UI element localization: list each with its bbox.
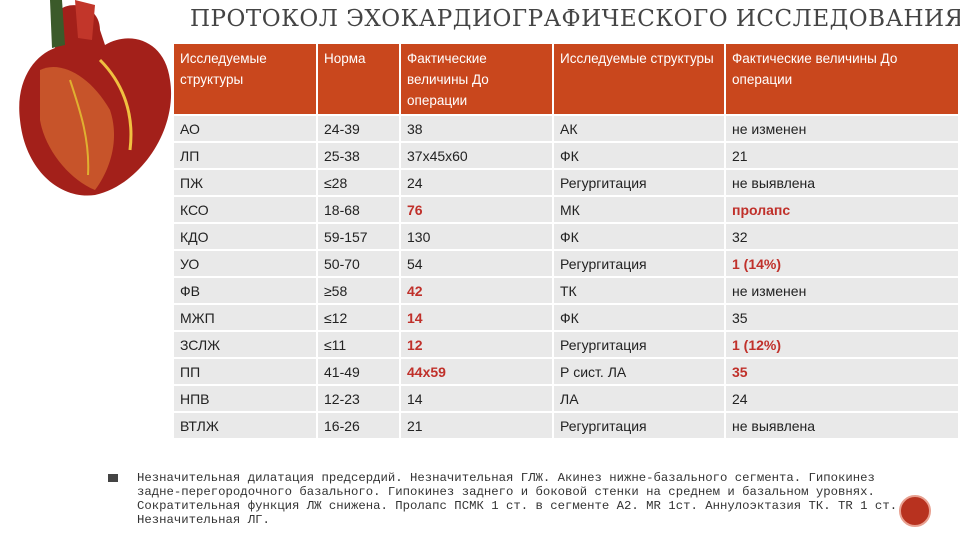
table-row: ВТЛЖ 16-26 21 Регургитация не выявлена	[172, 411, 960, 440]
table-cell: 76	[399, 195, 554, 224]
table-cell: ФК	[552, 222, 726, 251]
table-cell: ЛП	[172, 141, 318, 170]
table-cell: 50-70	[316, 249, 401, 278]
table-cell: Регургитация	[552, 168, 726, 197]
header-cell: Фактические величины До операции	[724, 42, 960, 116]
table-cell: 25-38	[316, 141, 401, 170]
table-cell: 59-157	[316, 222, 401, 251]
table-cell: не изменен	[724, 114, 960, 143]
table-row: ФВ ≥58 42 ТК не изменен	[172, 276, 960, 305]
table-cell: 38	[399, 114, 554, 143]
table-cell: Регургитация	[552, 249, 726, 278]
table-cell: 24	[724, 384, 960, 413]
table-cell: 14	[399, 303, 554, 332]
table-cell: 54	[399, 249, 554, 278]
table-cell: ≥58	[316, 276, 401, 305]
table-row: КСО 18-68 76 МК пролапс	[172, 195, 960, 224]
table-cell: ФВ	[172, 276, 318, 305]
table-cell: 130	[399, 222, 554, 251]
table-cell: Регургитация	[552, 330, 726, 359]
table-cell: 12-23	[316, 384, 401, 413]
title: ПРОТОКОЛ ЭХОКАРДИОГРАФИЧЕСКОГО ИССЛЕДОВА…	[190, 6, 960, 32]
table-cell: КСО	[172, 195, 318, 224]
table-cell: не выявлена	[724, 168, 960, 197]
header-cell: Исследуемые структуры	[172, 42, 318, 116]
table-cell: ТК	[552, 276, 726, 305]
table-cell: не изменен	[724, 276, 960, 305]
table-cell: 1 (14%)	[724, 249, 960, 278]
table-row: ПЖ ≤28 24 Регургитация не выявлена	[172, 168, 960, 197]
table-cell: 16-26	[316, 411, 401, 440]
table-cell: ЗСЛЖ	[172, 330, 318, 359]
table-cell: 44х59	[399, 357, 554, 386]
bullet	[108, 474, 118, 482]
table-cell: ≤12	[316, 303, 401, 332]
table-cell: 21	[724, 141, 960, 170]
table-cell: 21	[399, 411, 554, 440]
table-row: ЛП 25-38 37х45х60 ФК 21	[172, 141, 960, 170]
header-row: Исследуемые структуры Норма Фактические ве…	[172, 42, 960, 116]
page-badge	[899, 495, 931, 527]
header-cell: Исследуемые структуры	[552, 42, 726, 116]
table-cell: АК	[552, 114, 726, 143]
table-cell: 35	[724, 303, 960, 332]
table-cell: НПВ	[172, 384, 318, 413]
table-row: ЗСЛЖ ≤11 12 Регургитация 1 (12%)	[172, 330, 960, 359]
table-cell: ПП	[172, 357, 318, 386]
table-cell: ≤28	[316, 168, 401, 197]
table-row: УО 50-70 54 Регургитация 1 (14%)	[172, 249, 960, 278]
table-cell: ≤11	[316, 330, 401, 359]
table-cell: 18-68	[316, 195, 401, 224]
table-row: НПВ 12-23 14 ЛА 24	[172, 384, 960, 413]
heart-image	[19, 0, 172, 196]
table-row: АО 24-39 38 АК не изменен	[172, 114, 960, 143]
note-line: Незначительная ЛГ.	[137, 513, 270, 527]
protocol-table: Исследуемые структуры Норма Фактические ве…	[172, 42, 960, 440]
table-cell: МЖП	[172, 303, 318, 332]
note: Незначительная дилатация предсердий. Нез…	[137, 471, 897, 527]
table-cell: 35	[724, 357, 960, 386]
table-cell: не выявлена	[724, 411, 960, 440]
table-cell: КДО	[172, 222, 318, 251]
table-cell: 24-39	[316, 114, 401, 143]
table-cell: 32	[724, 222, 960, 251]
table-row: МЖП ≤12 14 ФК 35	[172, 303, 960, 332]
note-line: задне-перегородочного базального. Гипоки…	[137, 485, 875, 499]
table-cell: 41-49	[316, 357, 401, 386]
table-cell: 42	[399, 276, 554, 305]
table-cell: УО	[172, 249, 318, 278]
table-cell: Р сист. ЛА	[552, 357, 726, 386]
note-line: Сократительная функция ЛЖ снижена. Прола…	[137, 499, 898, 513]
table-cell: ФК	[552, 303, 726, 332]
table-cell: пролапс	[724, 195, 960, 224]
table-cell: ЛА	[552, 384, 726, 413]
table-row: КДО 59-157 130 ФК 32	[172, 222, 960, 251]
header-cell: Норма	[316, 42, 401, 116]
header-cell: Фактические величины До операции	[399, 42, 554, 116]
table-cell: 12	[399, 330, 554, 359]
table-cell: 37х45х60	[399, 141, 554, 170]
table-cell: АО	[172, 114, 318, 143]
table-cell: МК	[552, 195, 726, 224]
table-row: ПП 41-49 44х59 Р сист. ЛА 35	[172, 357, 960, 386]
table-cell: 1 (12%)	[724, 330, 960, 359]
table-cell: ФК	[552, 141, 726, 170]
table-cell: 14	[399, 384, 554, 413]
table-cell: ПЖ	[172, 168, 318, 197]
table-cell: 24	[399, 168, 554, 197]
table-cell: Регургитация	[552, 411, 726, 440]
note-line: Незначительная дилатация предсердий. Нез…	[137, 471, 875, 485]
table-cell: ВТЛЖ	[172, 411, 318, 440]
